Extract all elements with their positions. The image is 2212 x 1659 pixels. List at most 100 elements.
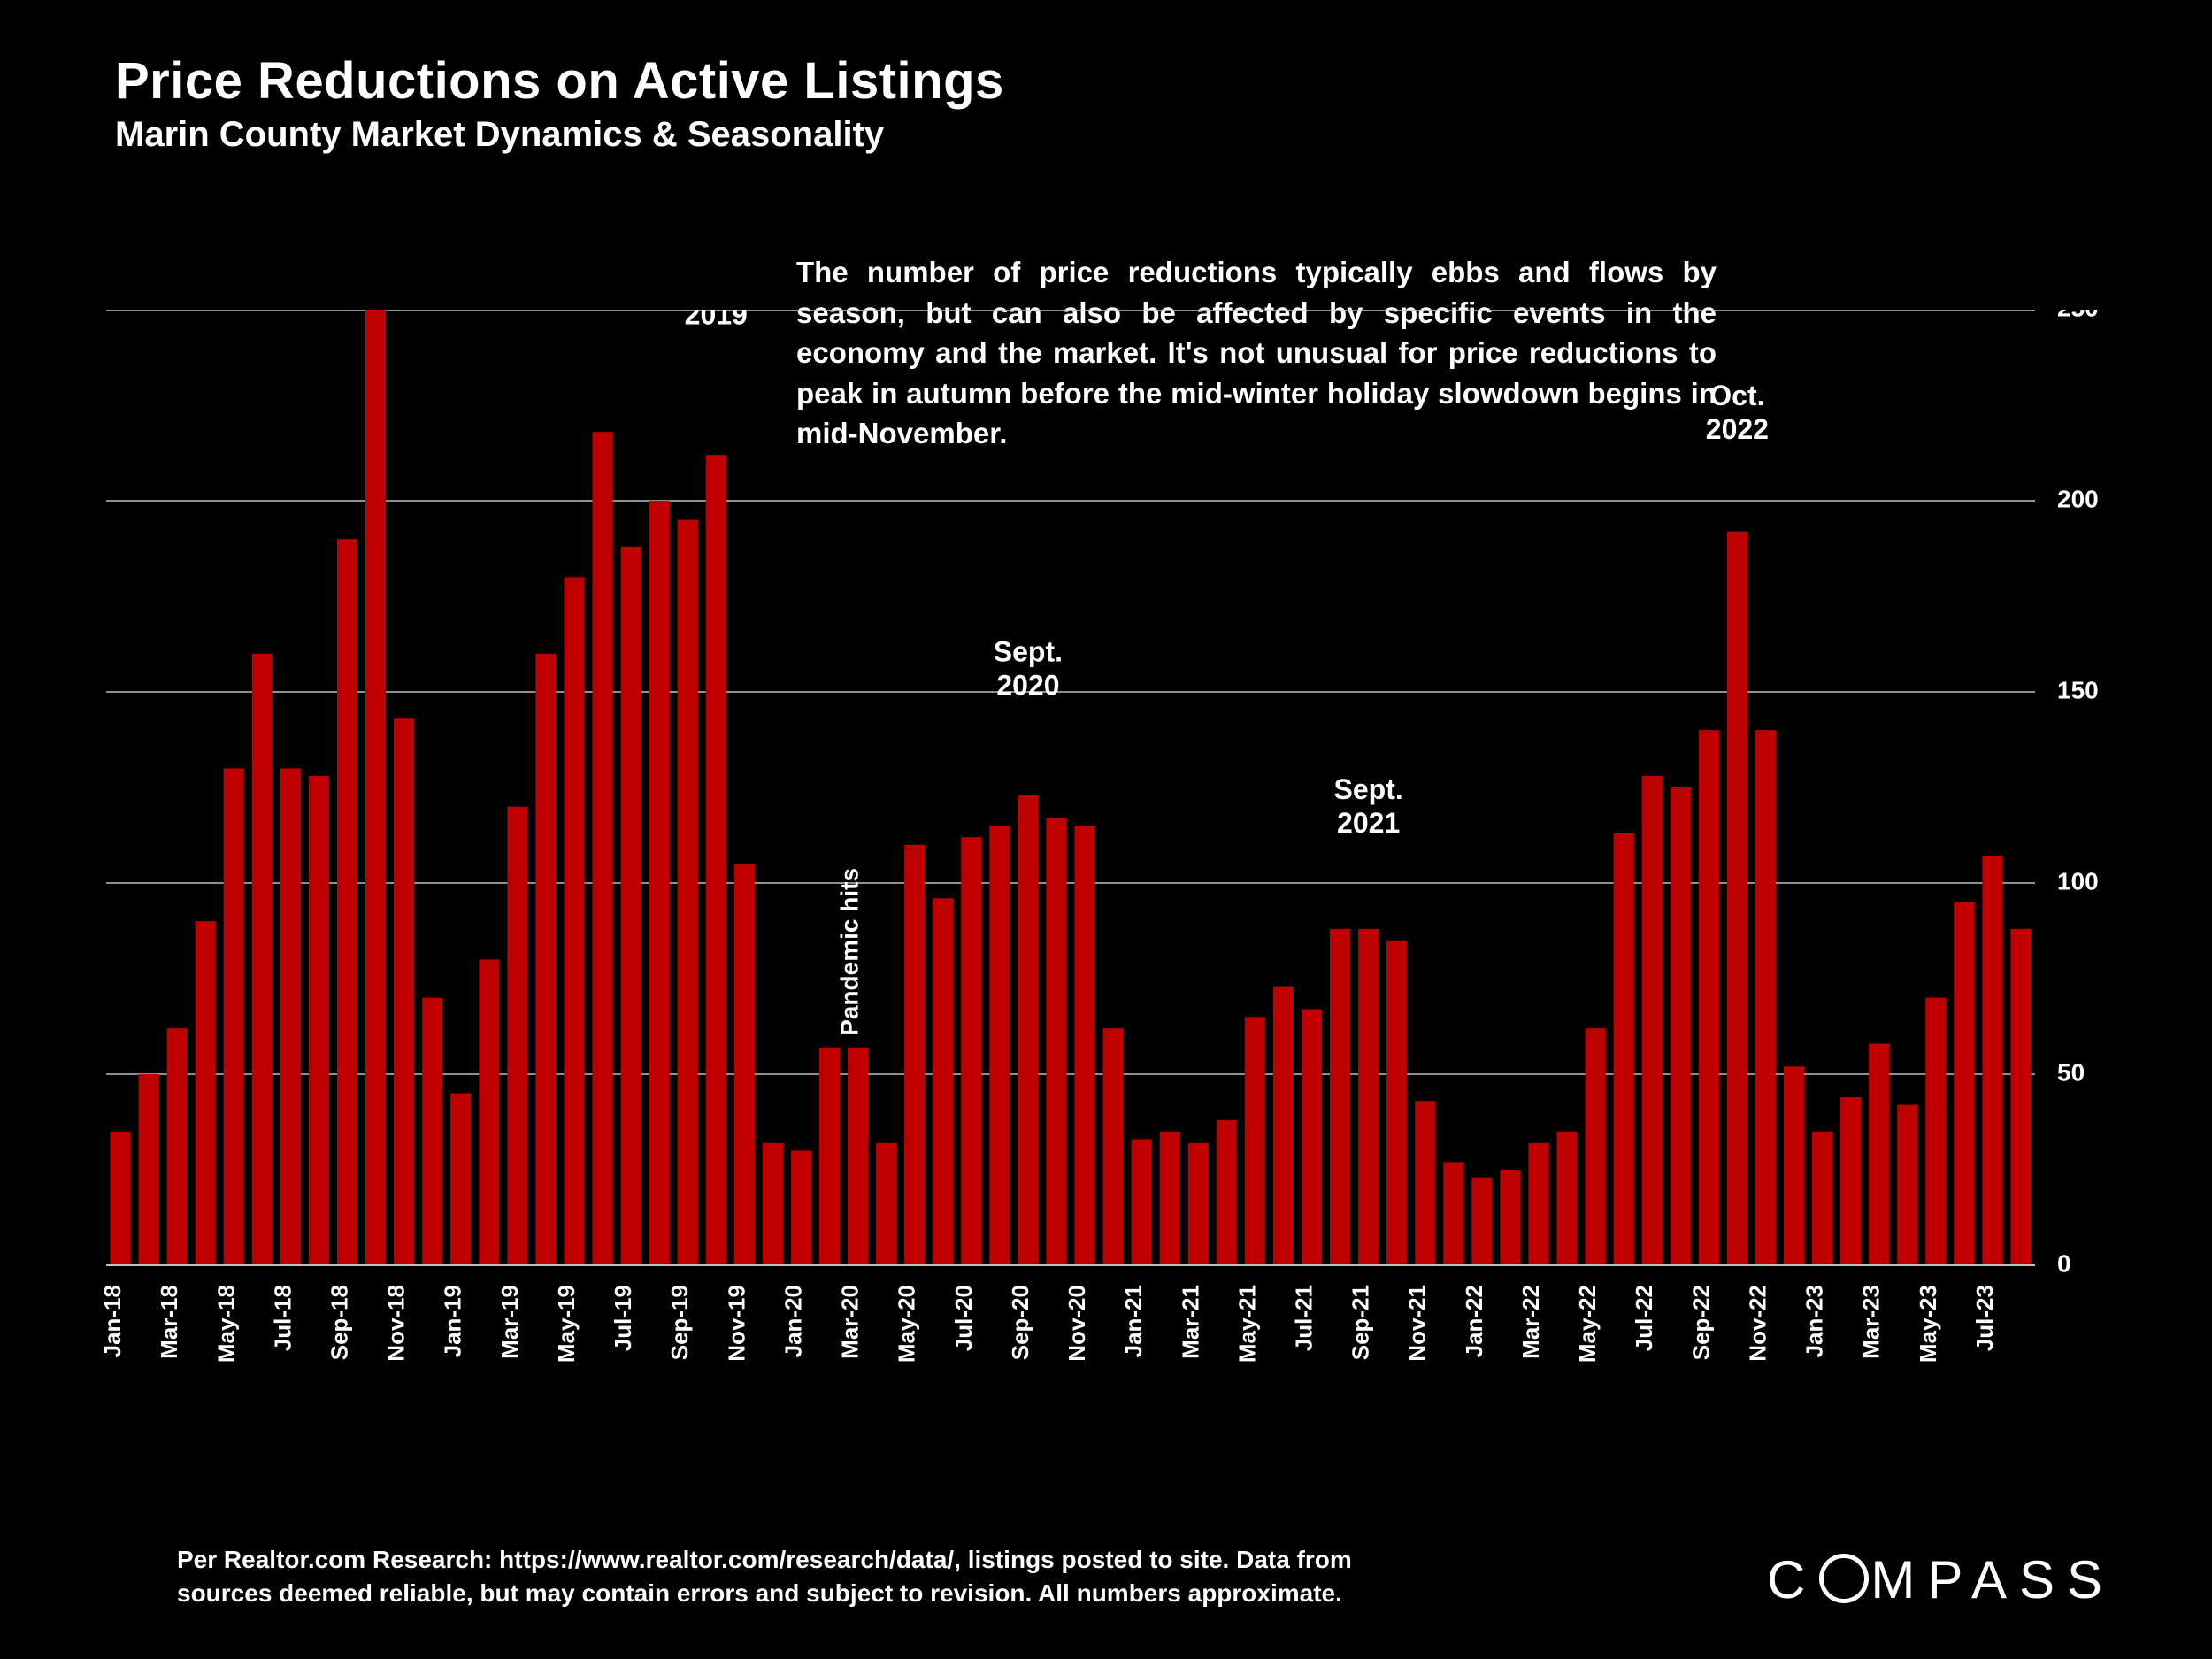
- bar: [1812, 1132, 1832, 1265]
- peak-annotation: 2019: [685, 310, 748, 330]
- bar: [1018, 795, 1038, 1265]
- bar: [1330, 929, 1350, 1265]
- bar: [167, 1028, 188, 1265]
- y-tick-label: 0: [2057, 1249, 2071, 1277]
- chart-svg: 050100150200250Jan-18Mar-18May-18Jul-18S…: [88, 310, 2124, 1398]
- chart-subtitle: Marin County Market Dynamics & Seasonali…: [115, 115, 884, 155]
- logo-letter: C: [1767, 1549, 1817, 1610]
- bar: [1386, 941, 1407, 1265]
- x-tick-label: Sep-22: [1687, 1285, 1714, 1360]
- x-tick-label: Jul-19: [610, 1285, 636, 1351]
- bar: [1982, 856, 2002, 1265]
- bar: [337, 539, 357, 1265]
- x-tick-label: Sep-18: [326, 1285, 353, 1360]
- x-tick-label: Jul-21: [1291, 1285, 1317, 1351]
- bar: [848, 1048, 868, 1265]
- bar: [252, 654, 273, 1265]
- x-tick-label: Mar-22: [1517, 1285, 1544, 1359]
- bar: [1217, 1120, 1237, 1265]
- bar: [2010, 929, 2031, 1265]
- bar: [933, 898, 953, 1265]
- bar: [1614, 833, 1634, 1265]
- peak-annotation: 2021: [1337, 807, 1400, 839]
- bar: [649, 501, 670, 1265]
- x-tick-label: May-23: [1915, 1285, 1941, 1363]
- y-tick-label: 200: [2057, 485, 2099, 512]
- bar: [678, 520, 698, 1265]
- x-tick-label: May-22: [1574, 1285, 1601, 1363]
- x-tick-label: Jul-20: [950, 1285, 977, 1351]
- x-tick-label: Jul-23: [1971, 1285, 1998, 1351]
- bar: [819, 1048, 840, 1265]
- bar: [1443, 1162, 1463, 1265]
- bar: [1869, 1043, 1889, 1265]
- x-tick-label: Sep-21: [1348, 1285, 1374, 1360]
- x-tick-label: Mar-23: [1858, 1285, 1885, 1359]
- bar: [1925, 998, 1946, 1265]
- bar: [1586, 1028, 1606, 1265]
- bar: [1755, 730, 1776, 1265]
- x-tick-label: Jan-20: [780, 1285, 806, 1357]
- bar: [621, 547, 641, 1265]
- bar-chart: 050100150200250Jan-18Mar-18May-18Jul-18S…: [88, 310, 2124, 1398]
- bar: [479, 959, 499, 1265]
- peak-annotation: 2020: [996, 669, 1059, 701]
- x-tick-label: Nov-22: [1744, 1285, 1770, 1362]
- logo-letters: MPASS: [1870, 1549, 2115, 1610]
- bar: [1642, 776, 1663, 1265]
- footer-line-2: sources deemed reliable, but may contain…: [177, 1577, 1352, 1610]
- x-tick-label: Nov-20: [1064, 1285, 1090, 1362]
- bar: [876, 1143, 896, 1265]
- slide-container: Price Reductions on Active Listings Mari…: [0, 0, 2212, 1659]
- bar: [1188, 1143, 1209, 1265]
- bar: [139, 1074, 159, 1265]
- bar: [592, 432, 612, 1265]
- bar: [1103, 1028, 1124, 1265]
- bar: [564, 577, 584, 1265]
- y-tick-label: 150: [2057, 676, 2099, 703]
- bar: [280, 768, 301, 1265]
- bar: [450, 1094, 471, 1265]
- bar: [1727, 532, 1747, 1265]
- footer-attribution: Per Realtor.com Research: https://www.re…: [177, 1543, 1352, 1610]
- bar: [1784, 1066, 1804, 1265]
- x-tick-label: Jan-21: [1120, 1285, 1147, 1357]
- x-tick-label: Nov-19: [723, 1285, 749, 1362]
- bar: [1471, 1178, 1492, 1265]
- logo-circle-icon: [1819, 1554, 1869, 1603]
- bar: [535, 654, 556, 1265]
- x-tick-label: May-19: [553, 1285, 580, 1363]
- x-tick-label: Nov-21: [1404, 1285, 1431, 1362]
- bar: [196, 921, 216, 1265]
- bar: [365, 310, 386, 1265]
- compass-logo: C MPASS: [1767, 1549, 2115, 1610]
- bar: [1671, 787, 1691, 1265]
- bar: [1046, 818, 1066, 1265]
- bar: [1897, 1105, 1917, 1265]
- bar: [1500, 1170, 1520, 1265]
- footer-line-1: Per Realtor.com Research: https://www.re…: [177, 1543, 1352, 1577]
- bar: [1699, 730, 1719, 1265]
- peak-annotation: 2022: [1706, 413, 1769, 445]
- x-tick-label: Jan-22: [1461, 1285, 1487, 1357]
- x-tick-label: May-18: [212, 1285, 239, 1363]
- x-tick-label: Mar-19: [496, 1285, 523, 1359]
- bar: [1954, 902, 1974, 1265]
- x-tick-label: Jan-23: [1801, 1285, 1828, 1357]
- bar: [1273, 987, 1294, 1265]
- bar: [1528, 1143, 1548, 1265]
- peak-annotation: Oct.: [1709, 380, 1764, 411]
- bar: [763, 1143, 783, 1265]
- bar: [1840, 1097, 1861, 1265]
- x-tick-label: Mar-20: [837, 1285, 864, 1359]
- bar: [394, 718, 414, 1265]
- bar: [706, 455, 726, 1265]
- x-tick-label: Sep-19: [666, 1285, 693, 1360]
- x-tick-label: Jul-22: [1631, 1285, 1657, 1351]
- bar: [1415, 1101, 1435, 1265]
- bar: [1132, 1139, 1152, 1265]
- bar: [1358, 929, 1379, 1265]
- bar: [422, 998, 442, 1265]
- x-tick-label: Jan-18: [99, 1285, 126, 1357]
- x-tick-label: Jul-18: [269, 1285, 296, 1351]
